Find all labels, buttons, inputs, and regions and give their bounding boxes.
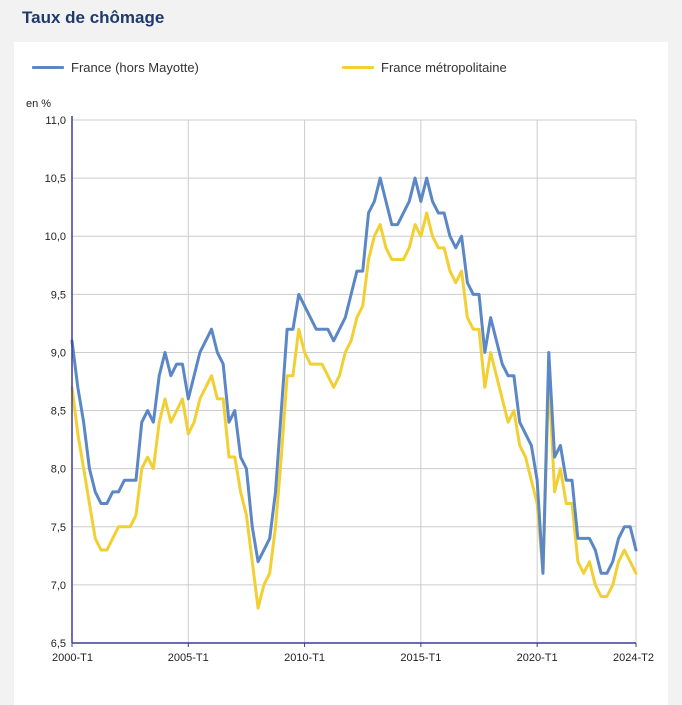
legend-swatch-metro [342, 66, 374, 69]
y-tick-label: 8,0 [51, 464, 66, 476]
y-tick-label: 7,5 [51, 522, 66, 534]
chart-card: France (hors Mayotte) France métropolita… [14, 42, 668, 705]
x-tick-label: 2000-T1 [52, 652, 93, 664]
x-tick-label: 2015-T1 [400, 652, 441, 664]
y-tick-label: 10,5 [45, 173, 66, 185]
legend-swatch-france [32, 66, 64, 69]
y-tick-label: 7,0 [51, 580, 66, 592]
y-tick-label: 9,0 [51, 347, 66, 359]
axes [71, 116, 637, 647]
y-tick-label: 11,0 [45, 115, 66, 127]
y-tick-label: 9,5 [51, 289, 66, 301]
x-tick-label: 2005-T1 [168, 652, 209, 664]
y-axis-unit-label: en % [26, 98, 51, 110]
series-line-france[interactable] [70, 176, 638, 575]
series-lines [70, 176, 638, 610]
tick-labels: 6,5 7,0 7,5 8,0 8,5 9,0 9,5 10,0 10,5 11,0 2000-T1… [45, 115, 654, 664]
legend-label-metro: France métropolitaine [381, 60, 507, 75]
y-tick-label: 6,5 [51, 638, 66, 650]
legend-item-france[interactable]: France (hors Mayotte) [32, 60, 199, 75]
chart-legend: France (hors Mayotte) France métropolita… [14, 60, 668, 80]
y-tick-label: 10,0 [45, 231, 66, 243]
line-chart: 6,5 7,0 7,5 8,0 8,5 9,0 9,5 10,0 10,5 11,0 2000-T1… [26, 98, 654, 664]
legend-label-france: France (hors Mayotte) [71, 60, 199, 75]
page-title: Taux de chômage [22, 8, 165, 27]
y-tick-label: 8,5 [51, 406, 66, 418]
x-tick-label: 2024-T2 [613, 652, 654, 664]
grid-lines [71, 119, 637, 644]
x-tick-label: 2010-T1 [284, 652, 325, 664]
legend-item-metro[interactable]: France métropolitaine [342, 60, 507, 75]
x-tick-label: 2020-T1 [517, 652, 558, 664]
